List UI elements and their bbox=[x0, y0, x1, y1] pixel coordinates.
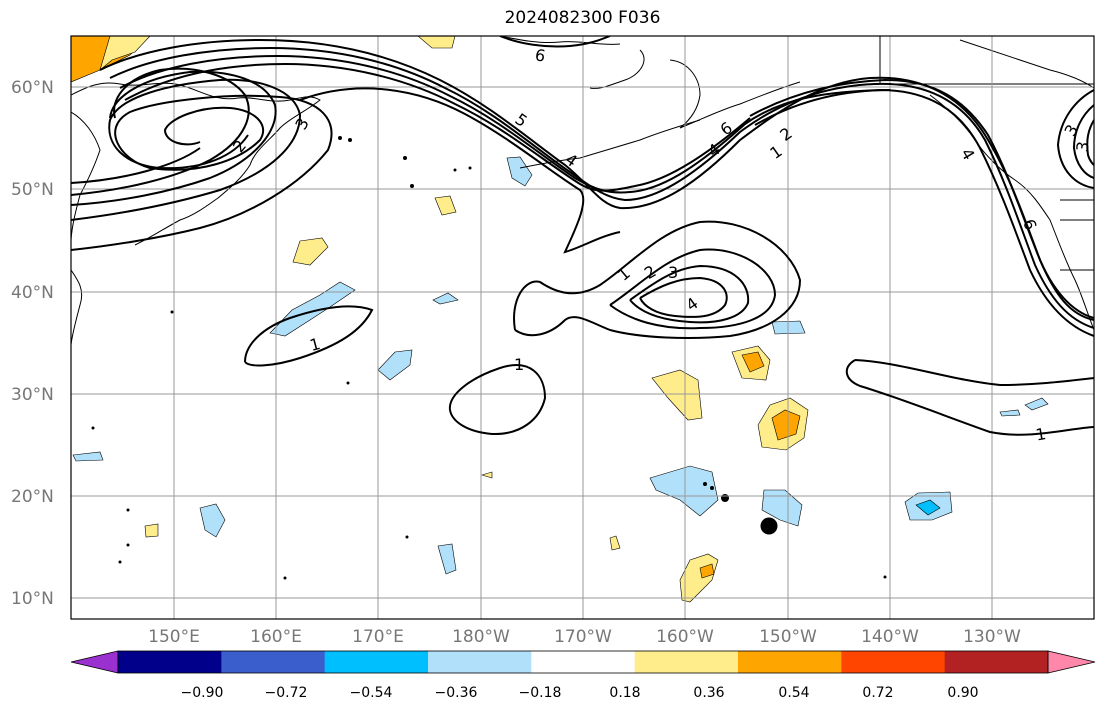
ridge-2 bbox=[448, 364, 547, 436]
east-loop bbox=[1056, 89, 1094, 189]
storm-center-marker bbox=[760, 517, 778, 535]
lat-label-30: 30°N bbox=[11, 385, 54, 405]
colorbar-tick-label: −0.36 bbox=[435, 685, 478, 701]
jet-contour-4 bbox=[71, 67, 250, 196]
yellow-patch-16 bbox=[609, 535, 621, 551]
blue-patch-15 bbox=[437, 543, 457, 575]
colorbar-segment bbox=[841, 651, 946, 673]
yellow-edge-nw bbox=[99, 36, 151, 71]
colorbar-segment bbox=[634, 651, 739, 673]
east-loop-3 bbox=[1086, 119, 1094, 166]
cyan-patch-11 bbox=[915, 499, 941, 516]
latitude-labels: 60°N 50°N 40°N 30°N 20°N 10°N bbox=[11, 78, 54, 609]
blue-patch-5 bbox=[377, 349, 413, 381]
blue-patch-18 bbox=[999, 409, 1021, 417]
contour-label: 1 bbox=[1034, 424, 1047, 444]
colorbar-tick-label: −0.72 bbox=[265, 685, 308, 701]
low-3 bbox=[629, 264, 750, 324]
anomaly-shading bbox=[71, 36, 1049, 603]
ridge-1 bbox=[244, 305, 374, 367]
colorbar-frame bbox=[117, 650, 1049, 674]
lon-label-170e: 170°E bbox=[352, 627, 404, 647]
lon-label-170w: 170°W bbox=[554, 627, 612, 647]
colorbar-segment bbox=[221, 651, 326, 673]
colorbar-segment bbox=[944, 651, 1049, 673]
blue-patch-12 bbox=[199, 503, 226, 538]
lon-label-180w: 180°W bbox=[452, 627, 510, 647]
orange-patch-17 bbox=[699, 563, 715, 579]
colorbar-segment bbox=[428, 651, 532, 673]
jet-contour-5 bbox=[71, 147, 201, 184]
colorbar-tick-label: −0.54 bbox=[350, 685, 393, 701]
map-title: 2024082300 F036 bbox=[504, 8, 661, 28]
lon-label-140w: 140°W bbox=[861, 627, 919, 647]
contour-label: 3 bbox=[1072, 140, 1092, 153]
contour-label: 6 bbox=[534, 45, 547, 65]
colorbar-tick-label: 0.36 bbox=[693, 685, 724, 701]
blue-patch-20 bbox=[480, 471, 493, 479]
lat-label-50: 50°N bbox=[11, 180, 54, 200]
yellow-patch-top bbox=[417, 36, 456, 49]
islands bbox=[91, 136, 887, 580]
yellow-patch-7 bbox=[651, 369, 703, 421]
longitude-labels: 150°E 160°E 170°E 180°W 170°W 160°W 150°… bbox=[148, 627, 1021, 647]
low-2 bbox=[609, 248, 777, 330]
contour-label: 3 bbox=[668, 263, 678, 282]
blue-patch-10 bbox=[761, 489, 803, 527]
lon-label-150w: 150°W bbox=[759, 627, 817, 647]
lat-label-20: 20°N bbox=[11, 487, 54, 507]
jet-east-2 bbox=[754, 89, 891, 126]
jet-main-4 bbox=[124, 62, 751, 192]
blue-patch-14 bbox=[72, 451, 104, 462]
colorbar-extend-max bbox=[1047, 650, 1096, 674]
low-1 bbox=[513, 220, 802, 339]
colorbar-tick-label: −0.18 bbox=[519, 685, 562, 701]
contour-label: 1 bbox=[308, 334, 323, 355]
colorbar-segment bbox=[531, 651, 636, 673]
low-4 bbox=[639, 276, 728, 318]
jet-contour-1 bbox=[71, 94, 333, 251]
lat-label-60: 60°N bbox=[11, 78, 54, 98]
blue-patch-4 bbox=[432, 292, 459, 305]
jet-main-3 bbox=[119, 54, 1094, 337]
east-band bbox=[845, 359, 1094, 436]
colorbar-segment bbox=[738, 651, 842, 673]
blue-patch-aleutian bbox=[506, 156, 533, 187]
colorbar-segment bbox=[324, 651, 429, 673]
blue-patch-3 bbox=[269, 281, 356, 337]
east-loop-2 bbox=[1072, 104, 1094, 179]
colorbar-tick-label: 0.72 bbox=[862, 685, 893, 701]
colorbar-extend-min bbox=[70, 650, 119, 674]
lon-label-160w: 160°W bbox=[656, 627, 714, 647]
colorbar-tick-label: −0.90 bbox=[181, 685, 224, 701]
jet-main-2 bbox=[109, 46, 1094, 329]
yellow-patch-13 bbox=[144, 523, 159, 538]
lon-label-130w: 130°W bbox=[963, 627, 1021, 647]
colorbar-segment bbox=[118, 651, 222, 673]
colorbar-tick-labels: −0.90 −0.72 −0.54 −0.36 −0.18 0.18 0.36 … bbox=[181, 685, 979, 701]
jet-contour-3 bbox=[71, 70, 277, 206]
contour-lines bbox=[71, 36, 1094, 436]
north-6 bbox=[499, 36, 611, 48]
plot-frame bbox=[70, 35, 1095, 620]
plot-area: 6 5 4 3 2 1 6 4 2 1 1 2 3 4 1 1 1 6 4 3 … bbox=[71, 36, 1094, 619]
lat-label-40: 40°N bbox=[11, 283, 54, 303]
jet-east-1 bbox=[749, 78, 1094, 319]
lon-label-160e: 160°E bbox=[250, 627, 302, 647]
blue-patch-19 bbox=[1024, 397, 1049, 411]
orange-patch-9 bbox=[771, 409, 801, 441]
lat-label-10: 10°N bbox=[11, 589, 54, 609]
blue-patch-hawaii bbox=[649, 465, 719, 517]
yellow-patch-1 bbox=[434, 195, 457, 216]
yellow-patch-2 bbox=[292, 237, 329, 266]
colorbar bbox=[70, 650, 1096, 674]
orange-patch-8 bbox=[741, 351, 765, 373]
colorbar-tick-label: 0.54 bbox=[778, 685, 809, 701]
jet-main-5 bbox=[299, 87, 621, 254]
colorbar-tick-label: 0.18 bbox=[609, 685, 640, 701]
colorbar-tick-label: 0.90 bbox=[947, 685, 978, 701]
lon-label-150e: 150°E bbox=[148, 627, 200, 647]
contour-label: 1 bbox=[514, 355, 524, 374]
